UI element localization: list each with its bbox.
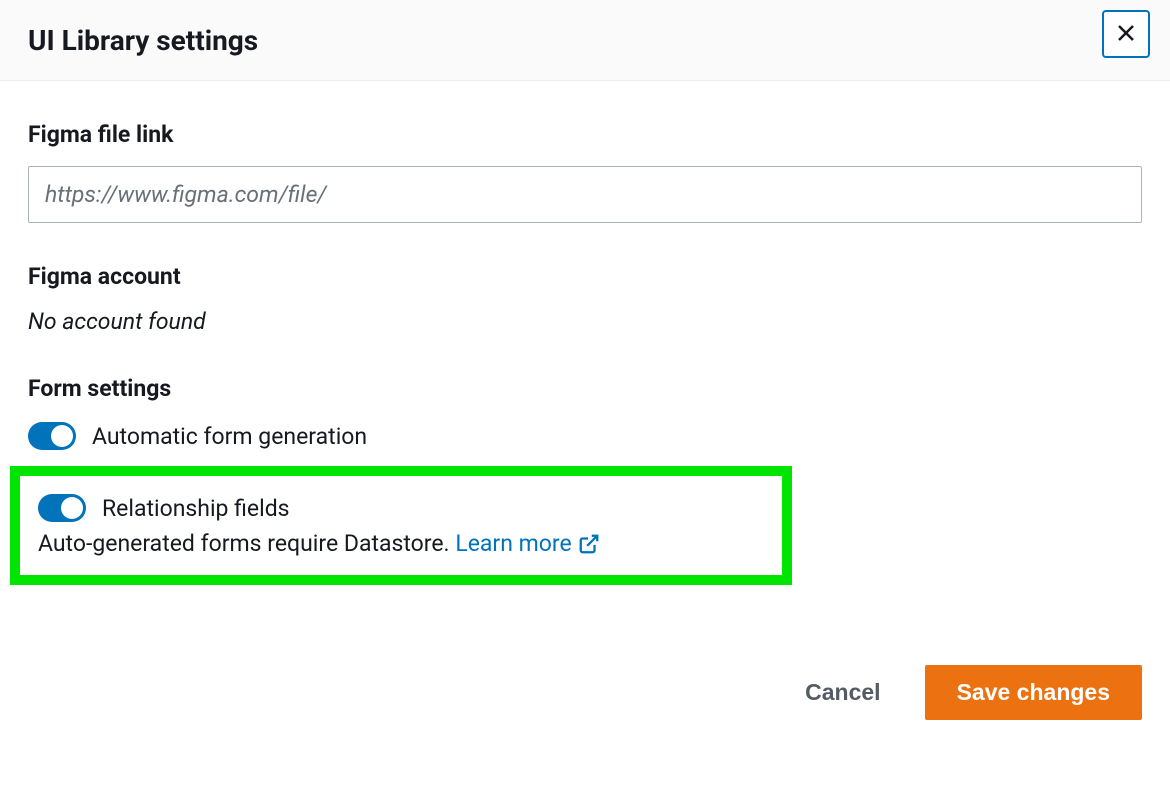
form-settings-label: Form settings: [28, 375, 1142, 402]
modal-header: UI Library settings: [0, 0, 1170, 81]
external-link-icon: [578, 533, 600, 555]
modal-body: Figma file link Figma account No account…: [0, 81, 1170, 633]
figma-account-status: No account found: [28, 308, 1142, 335]
save-button[interactable]: Save changes: [925, 665, 1142, 720]
learn-more-label: Learn more: [455, 530, 571, 557]
automatic-generation-label: Automatic form generation: [92, 423, 367, 450]
relationship-fields-row: Relationship fields: [38, 494, 764, 522]
close-icon: [1114, 21, 1138, 48]
automatic-generation-row: Automatic form generation: [28, 422, 1142, 450]
figma-account-group: Figma account No account found: [28, 263, 1142, 335]
figma-link-group: Figma file link: [28, 121, 1142, 223]
cancel-button[interactable]: Cancel: [789, 667, 896, 718]
figma-link-input[interactable]: [28, 166, 1142, 223]
automatic-generation-toggle[interactable]: [28, 422, 76, 450]
relationship-fields-label: Relationship fields: [102, 495, 290, 522]
modal-title: UI Library settings: [28, 24, 258, 57]
figma-link-label: Figma file link: [28, 121, 1142, 148]
form-settings-group: Form settings Automatic form generation …: [28, 375, 1142, 585]
learn-more-link[interactable]: Learn more: [455, 530, 599, 557]
figma-account-label: Figma account: [28, 263, 1142, 290]
close-button[interactable]: [1102, 10, 1150, 58]
modal-footer: Cancel Save changes: [0, 641, 1170, 744]
helper-text-content: Auto-generated forms require Datastore.: [38, 530, 455, 557]
relationship-fields-highlight: Relationship fields Auto-generated forms…: [10, 466, 792, 585]
relationship-fields-toggle[interactable]: [38, 494, 86, 522]
relationship-helper-text: Auto-generated forms require Datastore. …: [38, 530, 764, 557]
